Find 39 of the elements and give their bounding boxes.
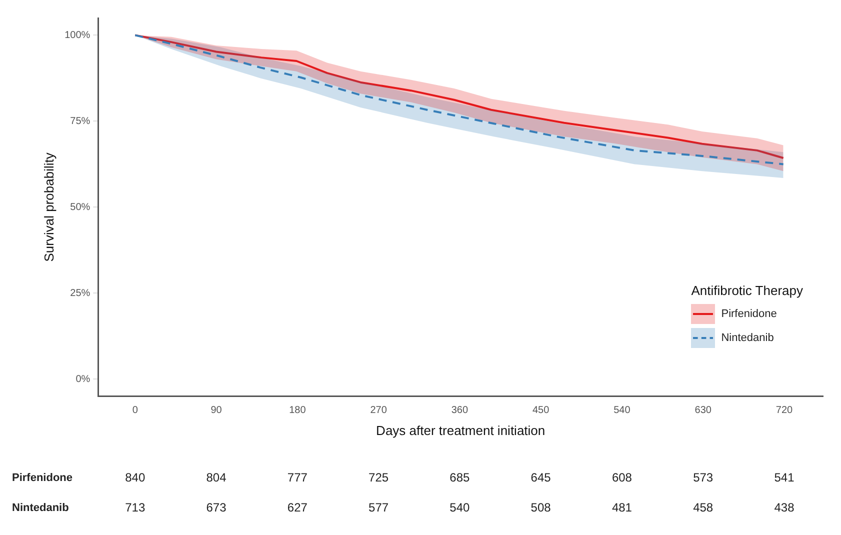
text: Nintedanib xyxy=(12,502,70,514)
legend-label: Nintedanib xyxy=(721,332,774,344)
y-tick-label: 50% xyxy=(70,202,90,213)
text: 481 xyxy=(612,500,632,514)
y-tick-label: 75% xyxy=(70,116,90,127)
x-tick-label: 180 xyxy=(289,405,306,416)
y-tick-label: 100% xyxy=(64,30,90,41)
x-axis-title: Days after treatment initiation xyxy=(376,422,546,438)
x-tick-label: 360 xyxy=(451,405,468,416)
y-tick-label: 0% xyxy=(76,374,90,385)
text: 577 xyxy=(368,500,389,514)
text: 725 xyxy=(368,470,389,484)
text: Pirfenidone xyxy=(12,472,73,484)
x-tick-label: 0 xyxy=(132,405,138,416)
text: 673 xyxy=(206,500,227,514)
x-tick-label: 630 xyxy=(694,405,712,416)
y-axis-title: Survival probability xyxy=(41,152,56,262)
text: 645 xyxy=(530,470,552,484)
text: 713 xyxy=(125,500,146,514)
text: 627 xyxy=(287,500,308,514)
x-tick-label: 540 xyxy=(614,405,631,416)
x-tick-label: 450 xyxy=(532,405,550,416)
text: 804 xyxy=(206,470,227,484)
text: 508 xyxy=(530,500,552,514)
text: 540 xyxy=(450,500,470,514)
legend-label: Pirfenidone xyxy=(721,308,777,320)
y-tick-label: 25% xyxy=(70,288,90,299)
text: 608 xyxy=(612,470,632,484)
text: 685 xyxy=(450,470,470,484)
x-tick-label: 90 xyxy=(210,405,222,416)
text: 541 xyxy=(774,470,795,484)
x-tick-label: 270 xyxy=(370,405,388,416)
text: 438 xyxy=(774,500,795,514)
x-tick-label: 720 xyxy=(776,405,794,416)
text: 840 xyxy=(125,470,146,484)
legend-title: Antifibrotic Therapy xyxy=(691,283,803,298)
text: 777 xyxy=(287,470,308,484)
text: 458 xyxy=(693,500,714,514)
text: 573 xyxy=(693,470,714,484)
